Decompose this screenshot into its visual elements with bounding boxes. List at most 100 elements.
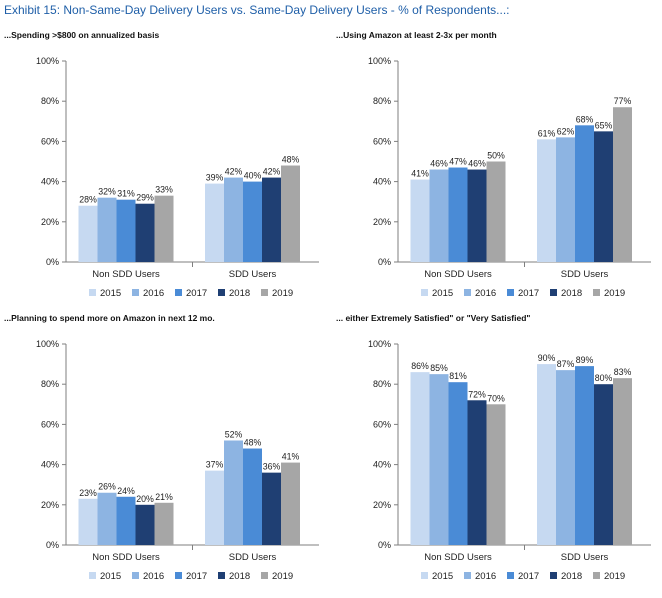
bar [613,378,632,545]
legend-label: 2015 [432,288,453,299]
legend-swatch [175,289,182,296]
y-tick-label: 100% [368,56,391,66]
legend-label: 2016 [143,571,164,582]
y-tick-label: 0% [378,540,391,550]
bar [613,107,632,262]
chart-title: ...Spending >$800 on annualized basis [4,30,160,40]
bar [205,470,224,545]
legend-swatch [507,289,514,296]
y-tick-label: 80% [41,96,59,106]
bar [575,125,594,262]
bar [594,131,613,262]
y-tick-label: 100% [368,339,391,349]
data-label: 72% [468,389,486,399]
legend-label: 2016 [475,571,496,582]
data-label: 42% [263,167,281,177]
legend-label: 2015 [432,571,453,582]
legend-label: 2017 [186,288,207,299]
bar [135,504,155,545]
data-label: 46% [468,159,486,169]
bar [205,183,224,262]
data-label: 77% [614,96,632,106]
data-label: 81% [449,371,467,381]
bar [135,203,155,262]
data-label: 29% [136,193,154,203]
bar [97,492,117,545]
legend-label: 2015 [100,288,121,299]
legend-swatch [132,572,139,579]
legend-swatch [507,572,514,579]
data-label: 90% [538,353,556,363]
data-label: 21% [155,492,173,502]
legend-label: 2019 [272,571,293,582]
data-label: 65% [595,120,613,130]
legend-label: 2018 [561,571,582,582]
y-tick-label: 0% [46,540,59,550]
y-tick-label: 20% [373,500,391,510]
y-tick-label: 20% [41,500,59,510]
x-tick-label: SDD Users [229,269,277,280]
chart-title: ... either Extremely Satisfied" or "Very… [336,313,531,323]
legend-swatch [132,289,139,296]
x-tick-label: Non SDD Users [424,552,492,563]
legend-swatch [593,572,600,579]
legend-label: 2017 [518,571,539,582]
y-tick-label: 80% [41,379,59,389]
data-label: 89% [576,355,594,365]
data-label: 24% [117,486,135,496]
x-tick-label: SDD Users [229,552,277,563]
chart-panel-spend-more: ...Planning to spend more on Amazon in n… [4,313,324,598]
bar [116,199,136,262]
bar [78,205,98,262]
legend-swatch [261,289,268,296]
legend-label: 2019 [604,571,625,582]
legend-label: 2018 [229,571,250,582]
legend-swatch [218,572,225,579]
bar-chart-spending: 0% 20% 40% 60% 80% 100% 28%32% 31% 29%33% Non SDD… [36,56,319,299]
y-tick-label: 40% [41,460,59,470]
y-tick-label: 0% [378,257,391,267]
legend-label: 2018 [229,288,250,299]
data-label: 42% [225,167,243,177]
bar [556,137,575,262]
bar [537,364,556,545]
bar [281,165,300,262]
data-label: 32% [98,187,116,197]
bar-chart-spend-more: 0%20%40%60%80%100%23%26% 24%20% 21%Non SDD… [36,339,319,582]
bar [97,197,117,262]
data-label: 48% [244,438,262,448]
legend-swatch [593,289,600,296]
x-tick-label: Non SDD Users [92,552,160,563]
data-label: 28% [79,195,97,205]
bar [116,496,136,545]
legend-label: 2015 [100,571,121,582]
data-label: 70% [487,393,505,403]
y-tick-label: 20% [41,217,59,227]
legend-label: 2019 [604,288,625,299]
legend-swatch [89,572,96,579]
data-label: 46% [430,159,448,169]
data-label: 41% [411,169,429,179]
data-label: 36% [263,462,281,472]
legend-label: 2016 [475,288,496,299]
chart-panel-satisfaction: ... either Extremely Satisfied" or "Very… [336,313,656,598]
bar [154,502,174,545]
y-tick-label: 80% [373,379,391,389]
bar [467,400,487,545]
bar [575,366,594,545]
bar-chart-amazon-usage: 0%20%40%60%80%100%41%46% 47% 46%50%Non SDD… [368,56,651,299]
bar [410,179,430,262]
bar [467,169,487,262]
bar [594,384,613,545]
data-label: 80% [595,373,613,383]
legend-swatch [218,289,225,296]
y-tick-label: 60% [373,136,391,146]
bar [224,177,243,262]
bar [243,181,262,262]
x-tick-label: SDD Users [561,269,609,280]
data-label: 33% [155,185,173,195]
legend-swatch [261,572,268,579]
data-label: 39% [206,173,224,183]
data-label: 68% [576,114,594,124]
y-tick-label: 0% [46,257,59,267]
